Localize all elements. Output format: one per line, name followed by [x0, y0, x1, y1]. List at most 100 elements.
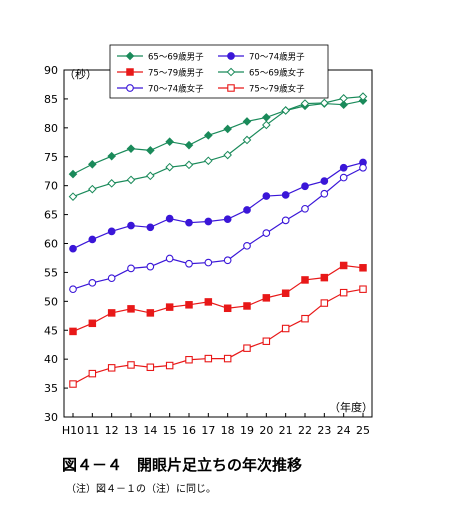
data-point [165, 137, 174, 147]
x-tick-label: 19 [240, 424, 254, 437]
x-tick-label: 12 [105, 424, 119, 437]
data-point [146, 363, 155, 372]
x-tick-label: 23 [317, 424, 331, 437]
series-3 [69, 261, 367, 336]
data-point [107, 179, 116, 188]
data-point [204, 298, 213, 306]
x-tick-label: 22 [298, 424, 312, 437]
data-point [107, 227, 116, 236]
data-point [242, 117, 252, 126]
legend-label: 65～69歳男子 [148, 52, 204, 63]
legend-label: 70～74歳女子 [148, 84, 204, 95]
x-tick-label: 21 [279, 424, 293, 437]
data-point [243, 302, 251, 310]
data-point [243, 241, 251, 250]
legend-marker [226, 67, 236, 77]
data-point [262, 229, 271, 237]
data-point [88, 278, 97, 287]
data-point [146, 223, 155, 232]
data-point [68, 169, 78, 179]
legend-marker [126, 84, 134, 92]
data-point [262, 113, 271, 122]
y-tick-label: 85 [44, 93, 58, 106]
data-point [165, 214, 174, 223]
data-point [165, 361, 174, 370]
data-point [185, 259, 193, 268]
data-point [69, 244, 77, 253]
y-tick-label: 75 [44, 151, 58, 164]
series-5 [69, 163, 367, 294]
series-line [72, 288, 364, 385]
legend-label: 65～69歳女子 [249, 68, 305, 79]
data-point [339, 261, 348, 270]
y-tick-label: 35 [44, 382, 58, 395]
data-point [281, 289, 290, 297]
data-point [165, 162, 174, 172]
series-6 [69, 285, 367, 388]
series-line [72, 100, 364, 175]
legend-marker [227, 52, 235, 60]
data-point [184, 160, 194, 170]
data-point [69, 285, 77, 294]
data-point [68, 192, 78, 201]
data-point [243, 206, 251, 214]
data-point [281, 106, 290, 115]
data-point [320, 273, 329, 282]
data-point [359, 264, 367, 272]
data-point [262, 120, 271, 130]
data-point [281, 324, 290, 333]
data-point [165, 303, 174, 311]
data-point [204, 258, 213, 267]
data-point [127, 264, 135, 273]
figure-caption: 図４－４ 開眼片足立ちの年次推移 [62, 456, 303, 474]
data-point [301, 182, 309, 191]
data-point [88, 319, 97, 328]
data-point [204, 131, 213, 140]
data-point [339, 100, 348, 110]
legend-label: 70～74歳男子 [249, 52, 305, 63]
series-line [72, 96, 364, 198]
x-tick-label: 14 [143, 424, 157, 437]
data-point [146, 262, 155, 271]
series-line [72, 161, 364, 250]
series-line [72, 167, 364, 290]
data-point [127, 221, 135, 230]
x-tick-label: 13 [124, 424, 138, 437]
legend: 65～69歳男子 70～74歳男子 75～79歳男子 65～69歳女子 70～74歳女子… [109, 44, 329, 99]
x-tick-label: 11 [85, 424, 99, 437]
data-point [88, 369, 97, 378]
series-4 [68, 92, 368, 201]
data-point [185, 218, 193, 227]
data-point [339, 173, 348, 182]
data-point [242, 135, 252, 145]
data-point [127, 361, 135, 369]
data-point [127, 305, 135, 313]
data-point [281, 216, 290, 225]
y-tick-label: 40 [44, 353, 58, 366]
y-axis-ticks: 30 35 40 45 50 55 60 65 70 75 80 85 90 [44, 64, 68, 424]
x-tick-label: 25 [356, 424, 370, 437]
y-tick-label: 45 [44, 324, 58, 337]
data-point [204, 354, 213, 363]
data-point [185, 301, 193, 309]
data-point [262, 337, 271, 345]
data-point [301, 276, 309, 284]
data-point [69, 380, 77, 388]
data-point [223, 304, 232, 313]
y-tick-label: 50 [44, 295, 58, 308]
data-point [107, 151, 116, 161]
y-tick-label: 90 [44, 64, 58, 77]
y-tick-label: 70 [44, 180, 58, 193]
x-tick-label: 18 [221, 424, 235, 437]
x-tick-label: 17 [201, 424, 215, 437]
x-axis-label: （年度） [329, 400, 373, 414]
data-point [107, 274, 116, 283]
data-point [262, 192, 271, 200]
x-tick-label: 20 [259, 424, 273, 437]
legend-label: 75～79歳男子 [148, 68, 204, 79]
data-point [184, 140, 194, 150]
data-point [223, 150, 232, 160]
data-point [320, 177, 329, 185]
data-point [339, 163, 348, 172]
y-tick-label: 55 [44, 266, 58, 279]
